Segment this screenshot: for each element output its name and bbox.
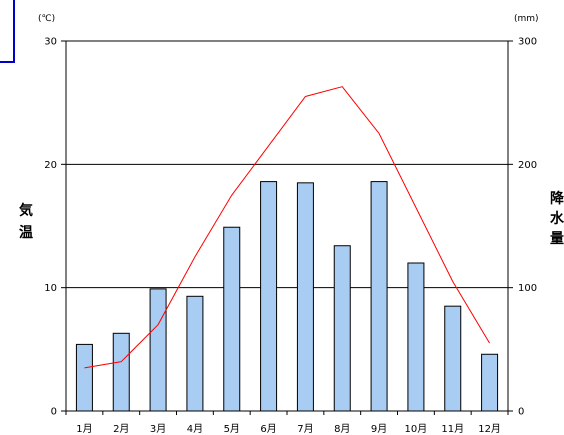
right-tick-label: 0 bbox=[518, 407, 524, 418]
x-tick-label: 2月 bbox=[113, 423, 129, 435]
precip-bar bbox=[296, 182, 314, 412]
right-tick-label: 200 bbox=[518, 160, 537, 171]
blue-frame-edge bbox=[0, 0, 15, 63]
left-tick-label: 30 bbox=[44, 37, 57, 48]
precip-bar bbox=[75, 343, 93, 412]
precip-bar bbox=[481, 353, 499, 412]
left-axis-title: 気温 bbox=[19, 202, 33, 241]
right-axis-unit: (mm) bbox=[514, 14, 539, 24]
axes bbox=[61, 40, 513, 415]
precip-bar bbox=[370, 181, 388, 412]
axis-title-char: 水 bbox=[550, 210, 564, 227]
precip-bar bbox=[407, 262, 425, 412]
x-tick-label: 11月 bbox=[441, 423, 464, 435]
x-tick-label: 7月 bbox=[297, 423, 313, 435]
left-tick-label: 20 bbox=[44, 160, 57, 171]
left-tick-label: 0 bbox=[51, 407, 57, 418]
x-tick-label: 12月 bbox=[478, 423, 501, 435]
precip-bar bbox=[112, 332, 130, 412]
left-axis-unit: (℃) bbox=[38, 14, 55, 24]
x-tick-label: 5月 bbox=[224, 423, 240, 435]
x-tick-label: 9月 bbox=[371, 423, 387, 435]
precip-bar bbox=[223, 226, 241, 412]
precip-bar bbox=[149, 288, 167, 412]
precip-bar bbox=[333, 245, 351, 412]
precip-bar bbox=[444, 305, 462, 412]
right-tick-label: 100 bbox=[518, 283, 537, 294]
axis-title-char: 温 bbox=[19, 225, 33, 241]
precip-bar bbox=[260, 181, 278, 412]
right-tick-label: 300 bbox=[518, 37, 537, 48]
x-tick-label: 4月 bbox=[187, 423, 203, 435]
right-axis-title: 降水量 bbox=[550, 190, 564, 247]
x-tick-label: 3月 bbox=[150, 423, 166, 435]
axis-title-char: 量 bbox=[550, 231, 564, 247]
x-tick-label: 6月 bbox=[260, 423, 276, 435]
left-tick-label: 10 bbox=[44, 283, 57, 294]
axis-title-char: 降 bbox=[550, 190, 564, 207]
gridlines bbox=[66, 40, 508, 289]
left-tick-labels: 0 10 20 30 bbox=[44, 37, 57, 418]
axis-title-char: 気 bbox=[19, 202, 33, 219]
x-tick-labels: 1月 2月 3月 4月 5月 6月 7月 8月 9月 10月 11月 12月 bbox=[76, 423, 501, 435]
x-tick-label: 8月 bbox=[334, 423, 350, 435]
x-tick-label: 1月 bbox=[76, 423, 92, 435]
precip-bar bbox=[186, 295, 204, 412]
precipitation-bars bbox=[75, 181, 499, 412]
right-tick-labels: 0 100 200 300 bbox=[518, 37, 537, 418]
temperature-line bbox=[84, 86, 491, 369]
x-tick-label: 10月 bbox=[405, 423, 428, 435]
